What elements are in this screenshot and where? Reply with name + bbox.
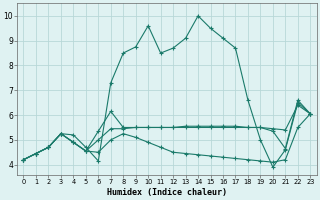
X-axis label: Humidex (Indice chaleur): Humidex (Indice chaleur)	[107, 188, 227, 197]
